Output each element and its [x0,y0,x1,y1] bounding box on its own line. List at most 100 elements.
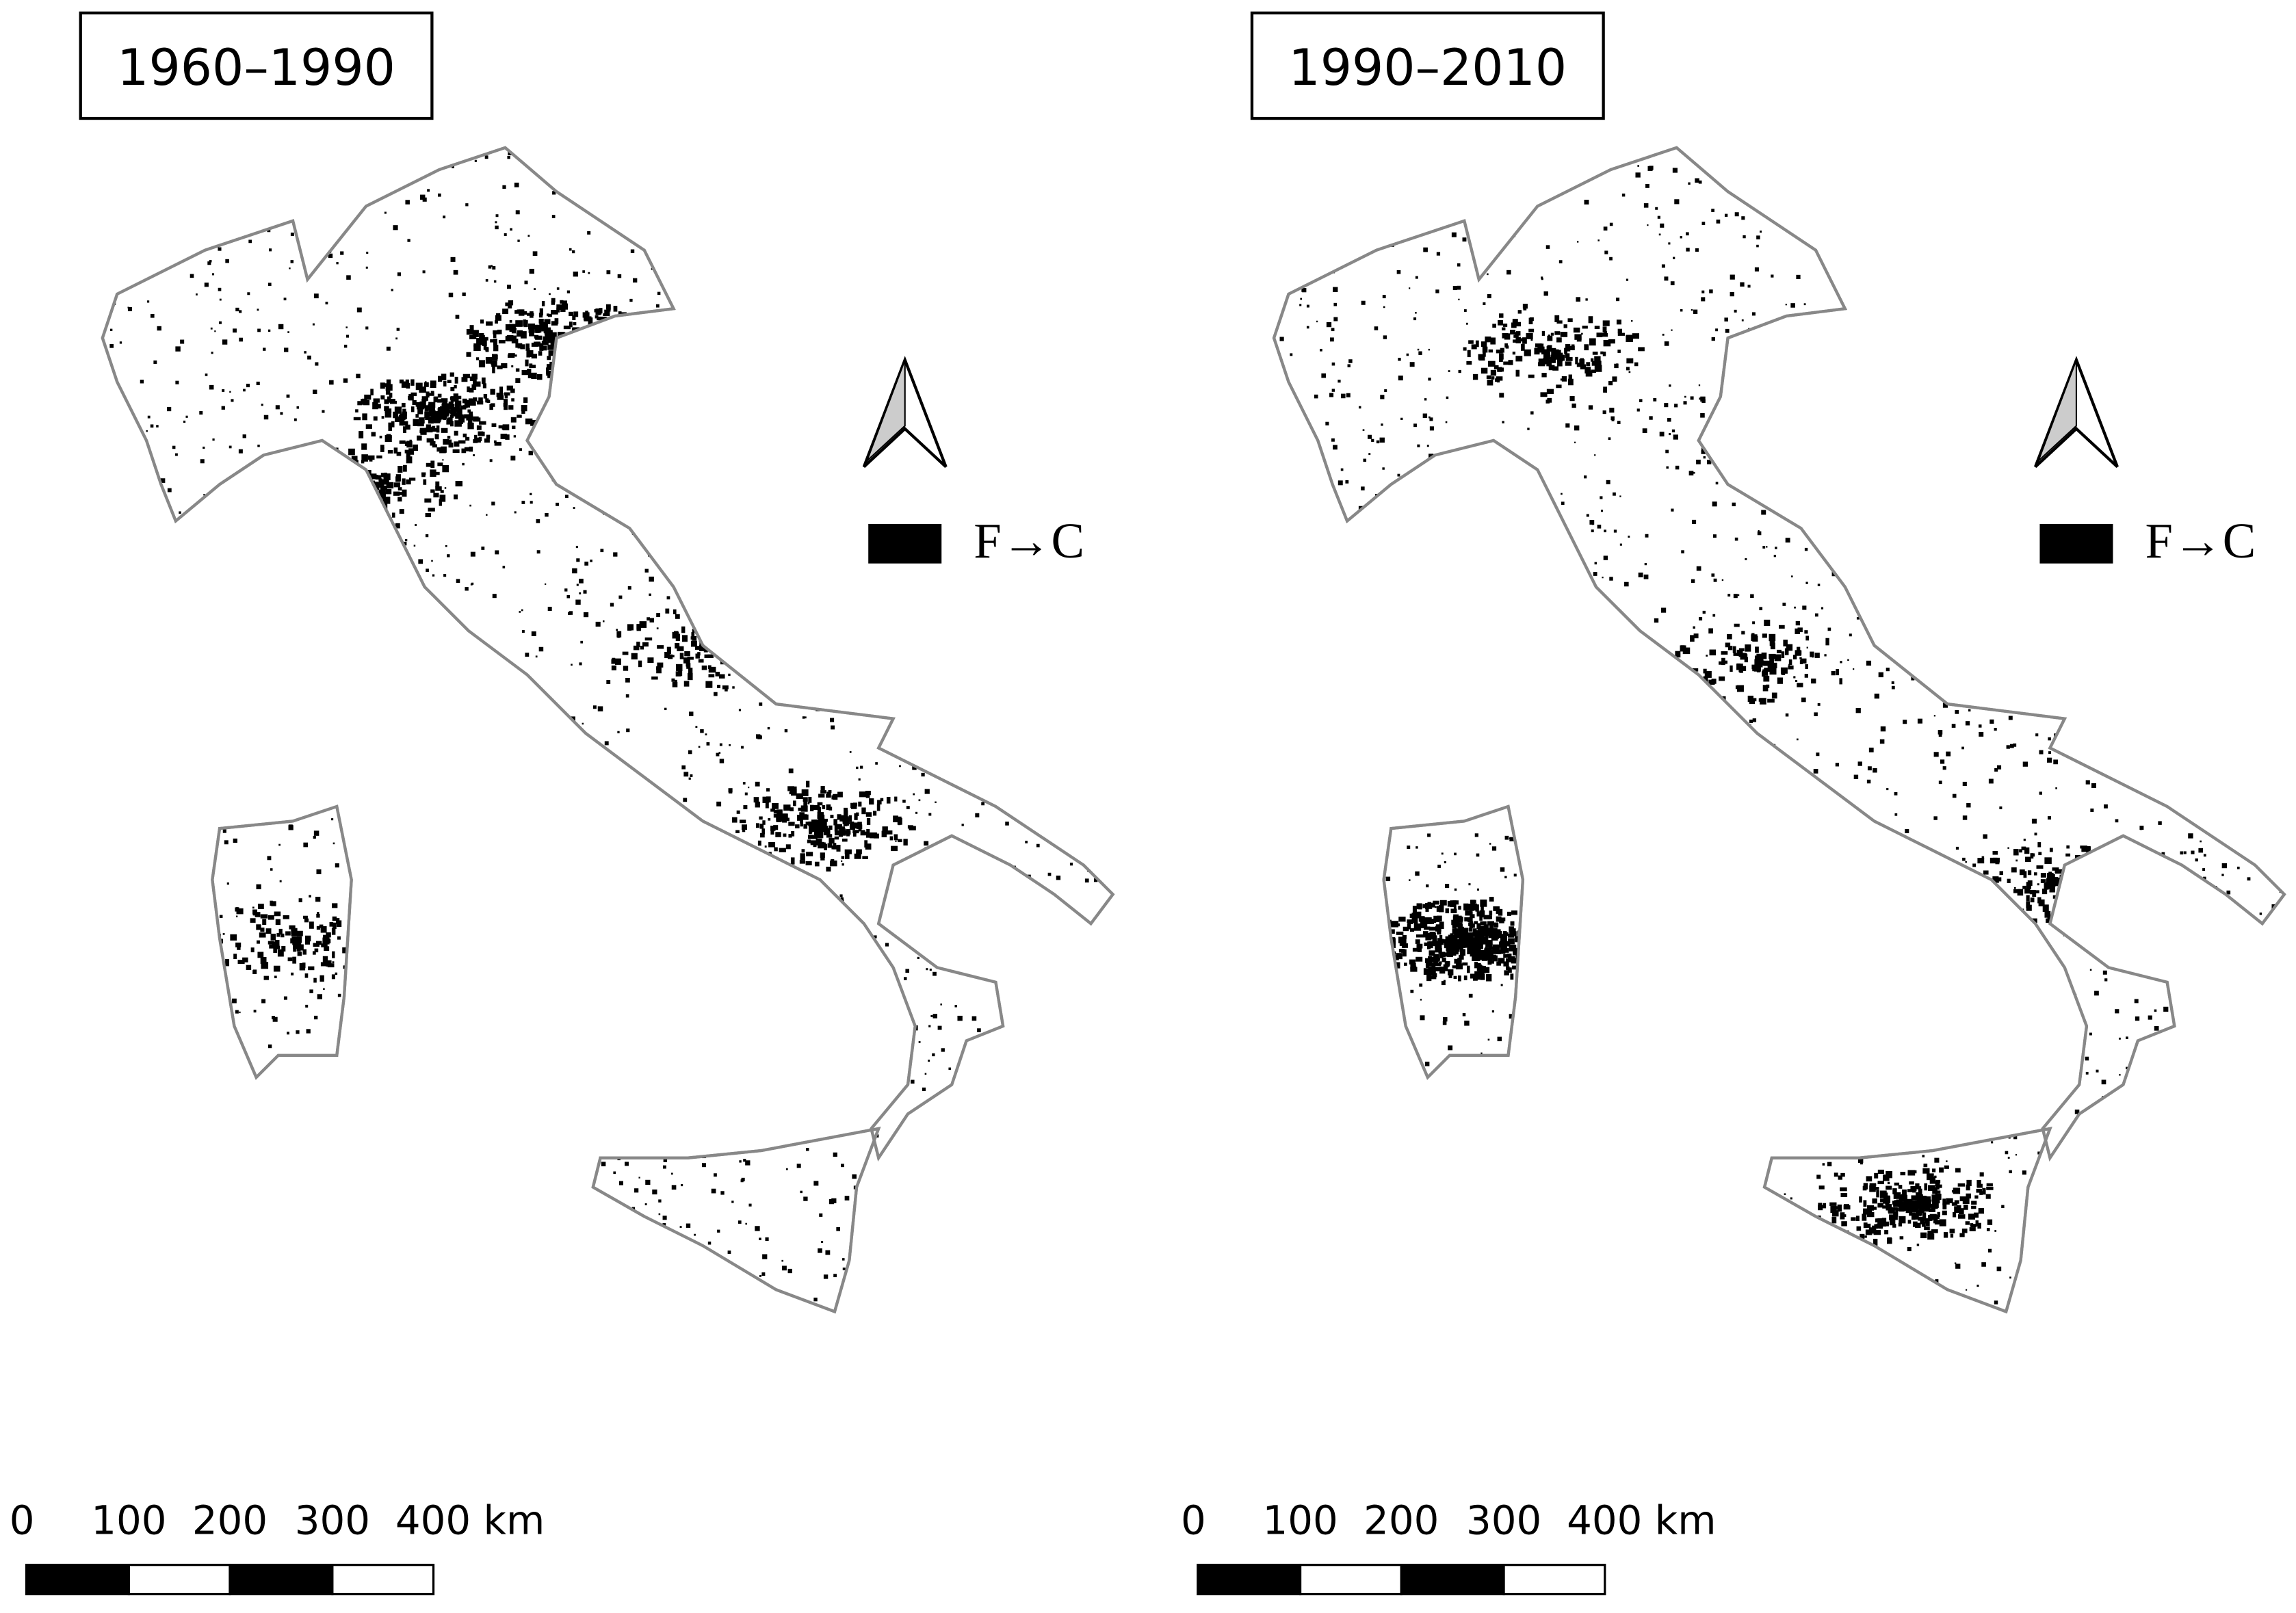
pixel [418,884,423,889]
pixel [2171,368,2177,373]
pixel [415,524,417,526]
pixel [391,512,395,518]
pixel [680,1130,686,1136]
pixel [572,568,577,574]
pixel [861,1285,865,1289]
pixel [166,753,169,756]
pixel [2046,1210,2048,1213]
pixel [834,836,839,840]
pixel [564,1164,566,1166]
pixel [926,968,928,971]
pixel [1004,1161,1006,1164]
pixel [315,896,321,902]
pixel [1396,739,1400,742]
pixel [209,1189,213,1193]
pixel [525,726,529,729]
pixel [1866,1223,1871,1228]
pixel [790,881,792,884]
pixel [315,1262,318,1265]
pixel [748,786,750,789]
pixel [474,437,481,443]
pixel [1524,704,1527,707]
pixel [625,677,630,683]
pixel [1415,1211,1417,1214]
pixel [1883,228,1887,233]
pixel [2262,235,2265,237]
pixel [1308,553,1312,558]
pixel [373,398,380,403]
pixel [121,1232,124,1235]
pixel [314,1158,317,1162]
pixel [390,400,397,404]
pixel [432,425,436,430]
pixel [276,482,283,486]
pixel [1817,703,1821,706]
pixel [833,843,837,847]
pixel [388,1066,393,1072]
pixel [2149,1232,2154,1237]
pixel [695,1053,699,1056]
pixel [614,185,619,189]
pixel [716,801,722,806]
pixel [122,910,127,914]
pixel [562,1223,565,1227]
pixel [820,790,826,794]
pixel [962,487,967,493]
pixel [734,417,738,422]
pixel [1389,749,1392,752]
pixel [1977,1284,1979,1287]
pixel [721,618,724,620]
pixel [1695,178,1699,183]
pixel [601,1162,606,1166]
pixel [885,943,889,947]
pixel [514,1124,517,1127]
pixel [974,732,976,734]
pixel [1983,620,1989,626]
pixel [906,691,911,696]
pixel [1116,264,1119,267]
pixel [281,945,286,952]
pixel [586,359,592,365]
pixel [350,478,354,484]
pixel [1108,674,1112,677]
pixel [756,225,761,230]
pixel [677,646,684,652]
pixel [1877,1008,1881,1013]
pixel [835,313,839,317]
pixel [917,894,919,897]
pixel [586,350,592,354]
pixel [588,1282,592,1285]
pixel [109,246,114,251]
pixel [2206,1076,2210,1080]
pixel [671,900,675,902]
pixel [891,1055,896,1060]
pixel [1799,839,1801,843]
pixel [826,551,831,555]
pixel [373,1035,378,1041]
pixel [356,493,363,499]
pixel [1938,679,1942,682]
pixel [180,339,185,344]
pixel [1390,729,1394,733]
pixel [406,750,412,756]
pixel [890,224,893,227]
pixel [531,631,536,636]
pixel [720,651,727,658]
pixel [557,358,562,366]
pixel [788,186,793,191]
pixel [605,356,610,360]
pixel [905,1023,911,1027]
pixel [102,1177,103,1182]
pixel [2068,476,2071,479]
pixel [1325,1154,1331,1159]
pixel [443,841,447,845]
pixel [2158,592,2162,596]
pixel [906,726,911,731]
pixel [966,762,968,764]
pixel [530,365,536,369]
pixel [720,842,724,846]
pixel [642,980,647,985]
pixel [1471,776,1475,780]
pixel [196,293,198,296]
pixel [1291,746,1294,750]
